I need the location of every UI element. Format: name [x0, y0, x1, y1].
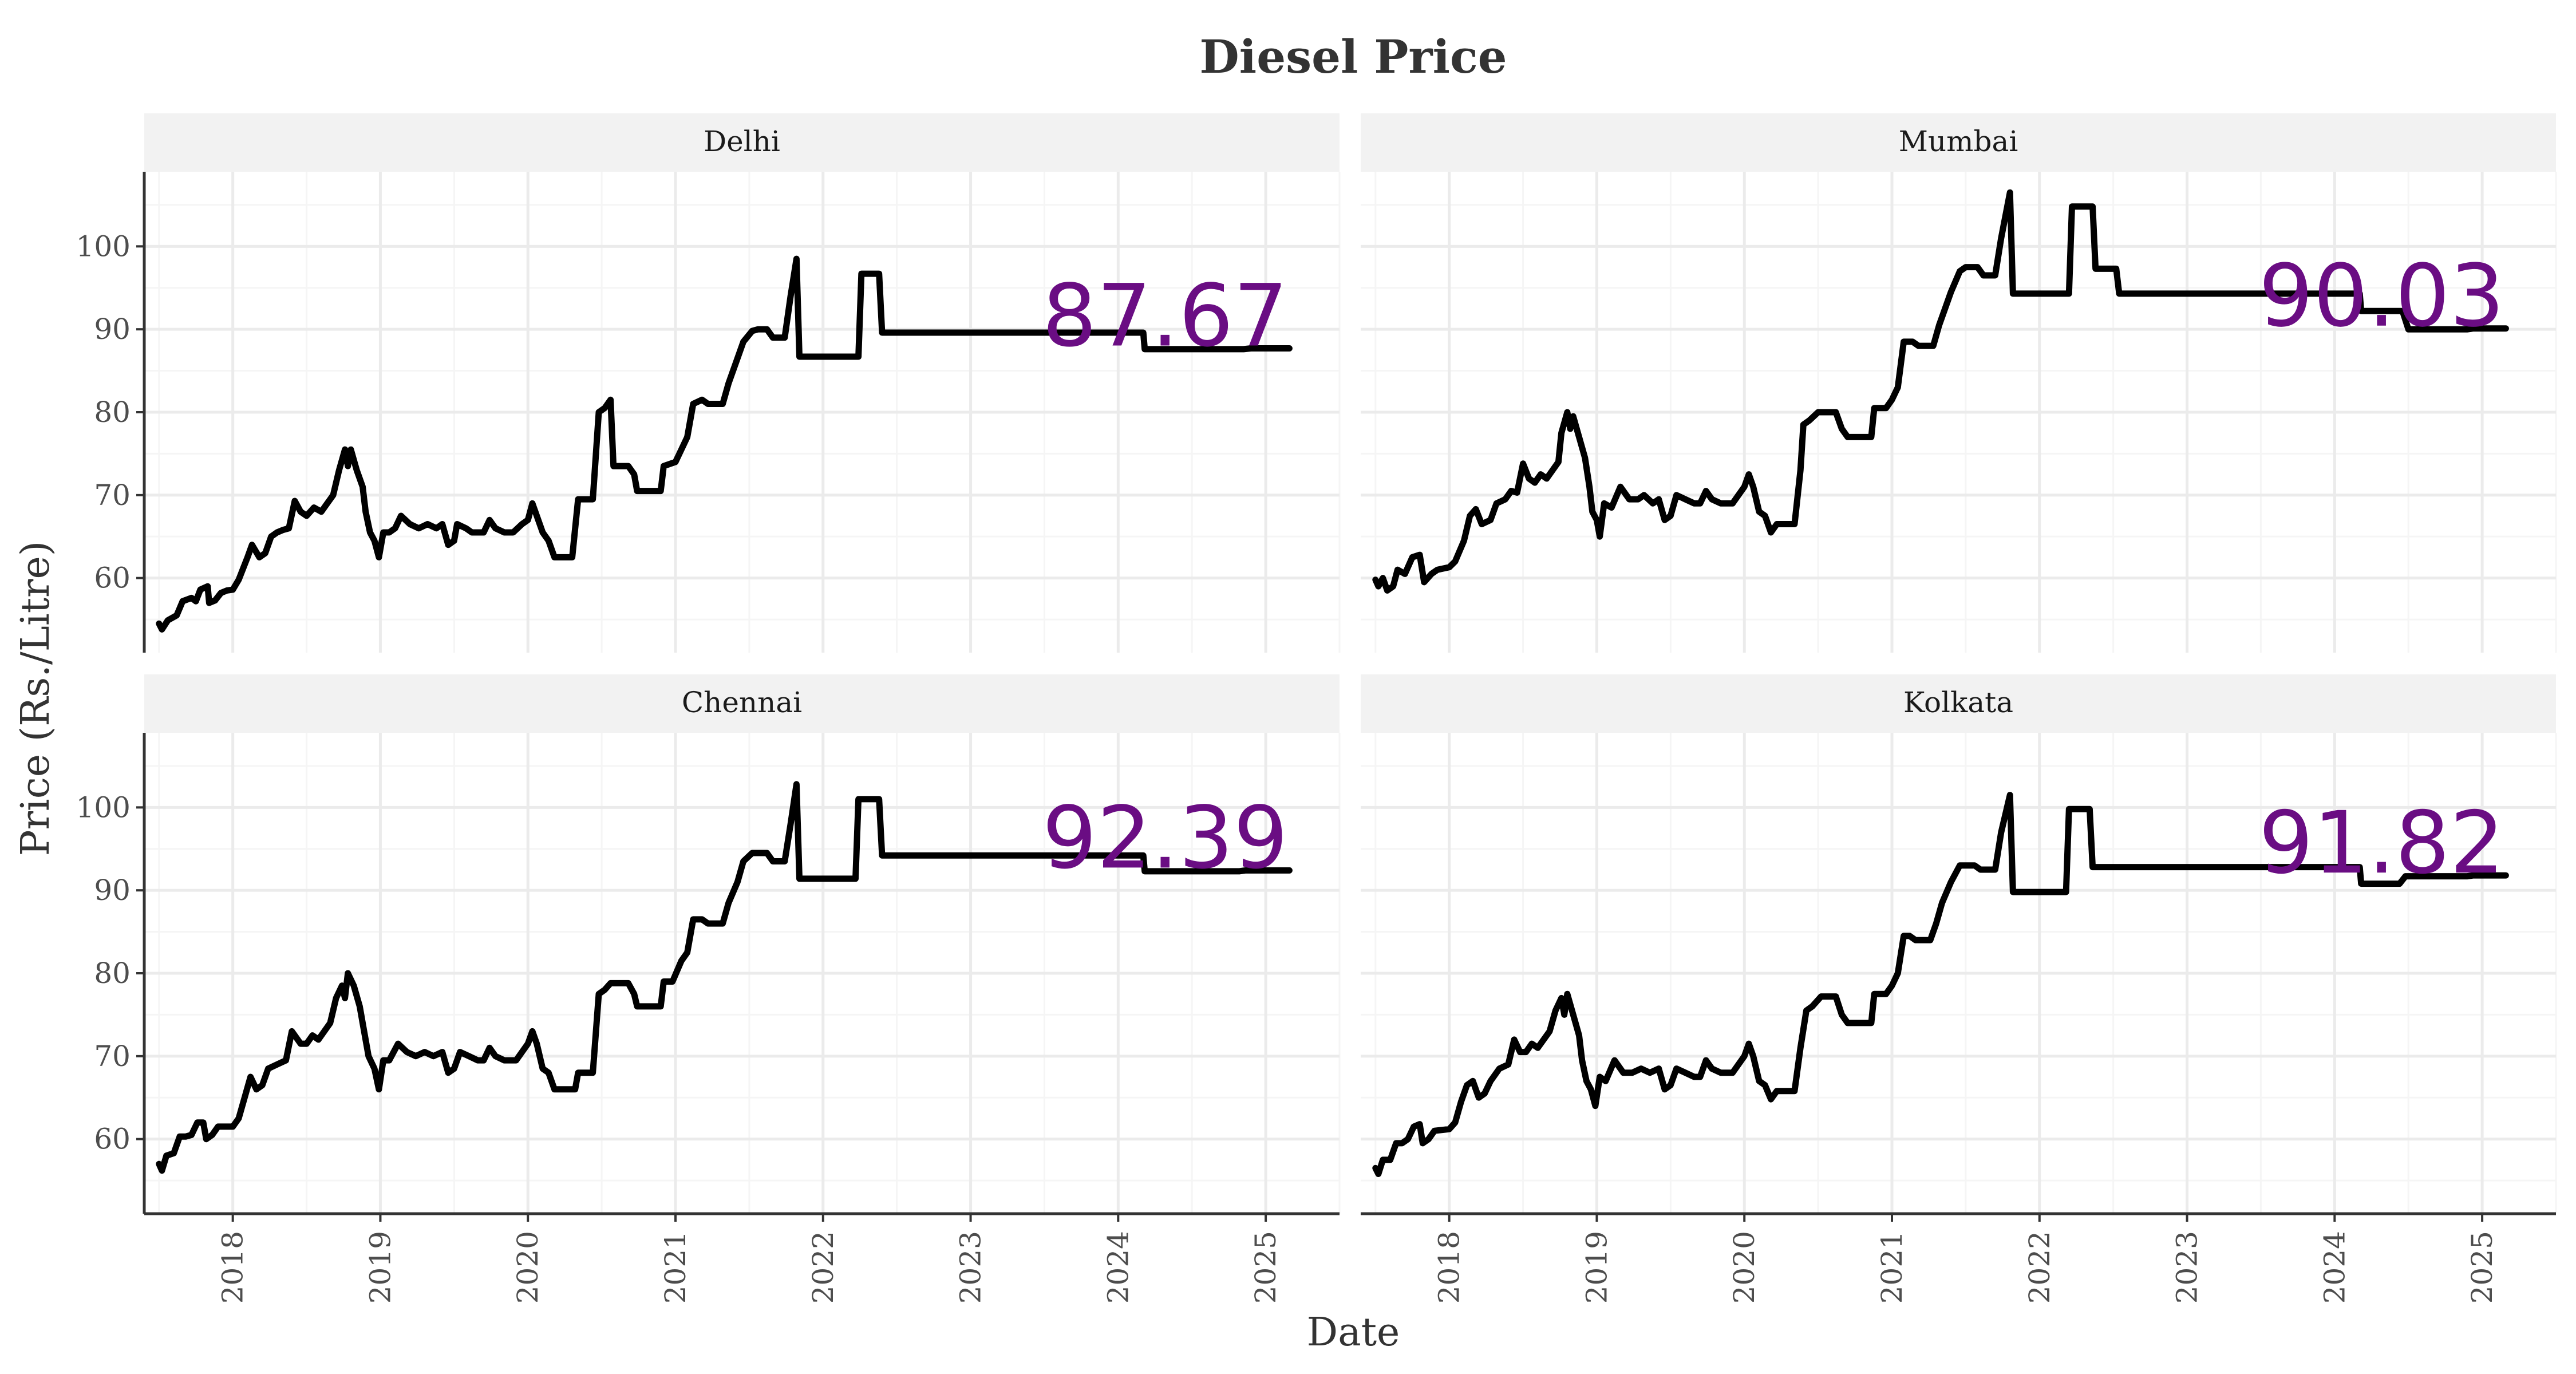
x-tick-label: 2024 — [2318, 1231, 2351, 1304]
x-tick-label: 2020 — [1728, 1231, 1761, 1304]
y-tick-label: 80 — [94, 396, 131, 429]
latest-price-annotation: 90.03 — [2259, 247, 2504, 346]
facet-strip — [144, 674, 1340, 733]
chart-title: Diesel Price — [1199, 30, 1507, 84]
latest-price-annotation: 92.39 — [1042, 788, 1288, 888]
facet-panel-delhi: Delhi 60 70 80 90 100 87.67 — [76, 113, 1341, 653]
x-tick-label: 2024 — [1101, 1231, 1135, 1304]
x-tick-label: 2022 — [2023, 1231, 2056, 1304]
facet-strip — [144, 113, 1340, 172]
x-tick-label: 2021 — [1875, 1231, 1909, 1304]
facet-strip-label: Mumbai — [1899, 125, 2018, 158]
y-tick-label: 100 — [76, 230, 131, 263]
latest-price-annotation: 91.82 — [2259, 793, 2504, 893]
facet-panel-mumbai: Mumbai 90.03 — [1361, 113, 2557, 653]
x-tick-label: 2019 — [364, 1231, 397, 1304]
y-tick-label: 80 — [94, 957, 131, 990]
x-tick-label: 2023 — [954, 1231, 987, 1304]
y-axis-title: Price (Rs./Litre) — [13, 541, 58, 856]
y-tick-label: 70 — [94, 1040, 131, 1073]
facet-panels: Delhi 60 70 80 90 100 87.67 Mumbai 90.03 Chennai 6… — [76, 113, 2557, 1304]
x-tick-label: 2025 — [2466, 1231, 2499, 1304]
y-tick-label: 90 — [94, 313, 131, 346]
x-tick-label: 2018 — [1433, 1231, 1466, 1304]
facet-strip — [1361, 674, 2556, 733]
price-line-delhi — [156, 255, 1293, 633]
facet-strip-label: Chennai — [682, 686, 802, 719]
y-tick-label: 60 — [94, 562, 131, 595]
facet-strip-label: Kolkata — [1903, 686, 2013, 719]
price-line-kolkata — [1372, 792, 2509, 1177]
y-tick-label: 90 — [94, 874, 131, 907]
x-tick-label: 2020 — [511, 1231, 544, 1304]
y-tick-label: 100 — [76, 791, 131, 824]
x-tick-label: 2021 — [659, 1231, 692, 1304]
x-tick-label: 2019 — [1580, 1231, 1613, 1304]
facet-strip-label: Delhi — [704, 125, 780, 158]
x-tick-label: 2022 — [807, 1231, 840, 1304]
x-tick-label: 2023 — [2171, 1231, 2204, 1304]
facet-strip — [1361, 113, 2556, 172]
price-line-mumbai — [1372, 189, 2509, 594]
x-tick-label: 2018 — [216, 1231, 250, 1304]
facet-panel-kolkata: Kolkata 2018 2019 2020 2021 2022 2023 2024 2025 9… — [1361, 674, 2557, 1304]
x-tick-label: 2025 — [1249, 1231, 1282, 1304]
y-tick-label: 60 — [94, 1123, 131, 1156]
facet-panel-chennai: Chennai 60 70 80 90 100 2018 2019 2020 2021 2022 20… — [76, 674, 1341, 1304]
price-line-chennai — [156, 781, 1293, 1174]
x-axis-title: Date — [1307, 1310, 1400, 1355]
y-tick-label: 70 — [94, 479, 131, 512]
latest-price-annotation: 87.67 — [1042, 266, 1288, 366]
